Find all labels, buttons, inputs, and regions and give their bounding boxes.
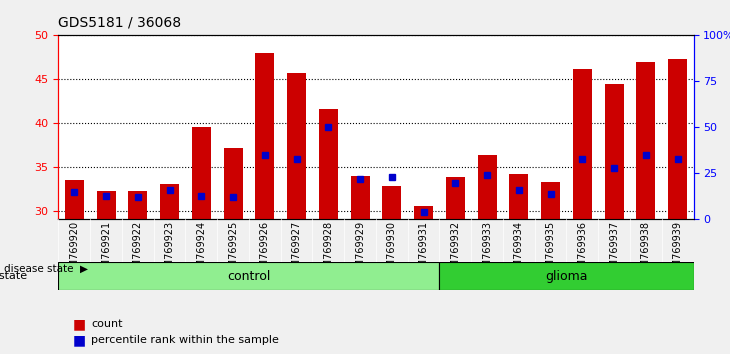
Text: GDS5181 / 36068: GDS5181 / 36068 <box>58 15 182 29</box>
Text: disease state  ▶: disease state ▶ <box>4 264 88 274</box>
Bar <box>319 109 338 219</box>
Text: ■: ■ <box>73 317 86 331</box>
Text: percentile rank within the sample: percentile rank within the sample <box>91 335 279 345</box>
Bar <box>350 176 369 219</box>
Bar <box>668 59 687 219</box>
Bar <box>287 73 306 219</box>
Bar <box>604 84 623 219</box>
FancyBboxPatch shape <box>58 262 439 290</box>
Text: count: count <box>91 319 123 329</box>
Bar <box>160 184 179 219</box>
Bar <box>541 182 560 219</box>
Bar <box>383 186 402 219</box>
Bar <box>255 53 274 219</box>
Bar <box>446 177 465 219</box>
Bar <box>637 62 656 219</box>
Bar <box>65 180 84 219</box>
FancyBboxPatch shape <box>439 262 694 290</box>
Bar <box>128 192 147 219</box>
Text: ■: ■ <box>73 333 86 347</box>
Text: control: control <box>227 270 271 282</box>
Bar <box>477 155 496 219</box>
Bar <box>96 192 115 219</box>
Bar <box>573 69 592 219</box>
Bar <box>192 127 211 219</box>
Bar <box>510 174 529 219</box>
Bar <box>414 206 433 219</box>
Text: glioma: glioma <box>545 270 588 282</box>
Text: disease state: disease state <box>0 271 26 281</box>
Bar <box>223 148 242 219</box>
